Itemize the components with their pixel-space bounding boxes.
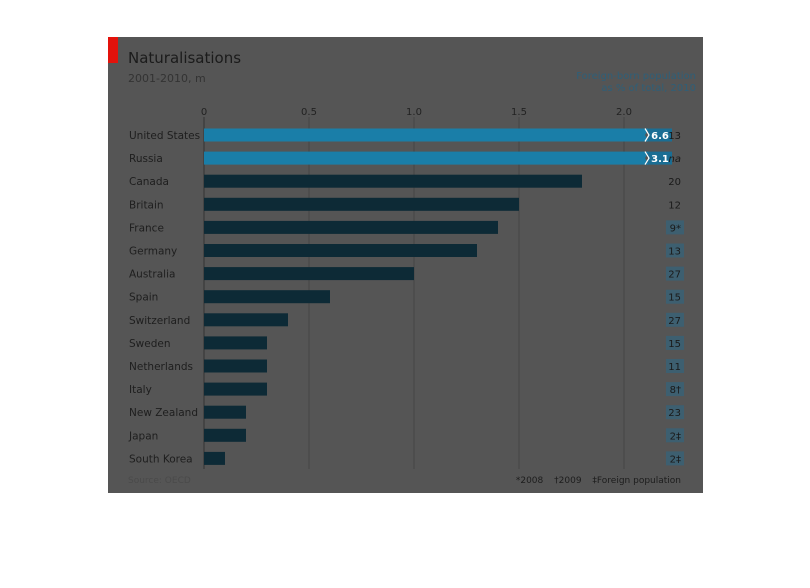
secondary-cell-value: 20 xyxy=(668,177,681,188)
secondary-cell-value: na xyxy=(669,154,681,165)
value-label-box xyxy=(648,151,672,165)
secondary-cell-value: 27 xyxy=(668,316,681,327)
secondary-cell-value: 15 xyxy=(668,293,681,304)
bar xyxy=(204,174,582,188)
bar-break xyxy=(644,151,649,165)
secondary-cell-value: 12 xyxy=(668,200,681,211)
break-marker xyxy=(644,151,650,165)
secondary-cell-box xyxy=(666,266,684,281)
chart-title: Naturalisations xyxy=(128,49,242,67)
category-label: Britain xyxy=(129,199,164,211)
secondary-cell-value: 2‡ xyxy=(670,431,681,442)
secondary-cell-box xyxy=(666,451,684,466)
secondary-header-line-1: Foreign-born population xyxy=(576,71,696,82)
bar xyxy=(204,197,519,211)
bar xyxy=(204,290,330,304)
footnote-2008: *2008 xyxy=(515,476,544,486)
footnote-2009: †2009 xyxy=(554,476,582,486)
bar xyxy=(204,220,498,234)
category-label: France xyxy=(129,222,164,234)
brand-red-mark xyxy=(108,37,118,63)
secondary-cell-box xyxy=(666,405,684,420)
bar xyxy=(204,336,267,350)
category-label: United States xyxy=(129,130,200,142)
x-tick-label: 0.5 xyxy=(301,107,317,118)
bar xyxy=(204,151,644,165)
chart-subtitle: 2001-2010, m xyxy=(128,72,206,85)
value-label: 6.6 xyxy=(651,131,669,142)
secondary-cell-value: 23 xyxy=(668,408,681,419)
bar xyxy=(204,428,246,442)
category-label: Netherlands xyxy=(129,361,193,373)
bar xyxy=(204,128,644,142)
x-tick-label: 2.0 xyxy=(616,107,632,118)
category-label: Australia xyxy=(129,269,175,281)
secondary-column-header: Foreign-born population as % of total, 2… xyxy=(550,71,696,95)
secondary-cell-value: 9* xyxy=(670,223,681,234)
secondary-cell-value: 13 xyxy=(668,247,681,258)
category-label: New Zealand xyxy=(129,407,198,419)
secondary-cell-box xyxy=(666,428,684,443)
bar xyxy=(204,359,267,373)
category-label: Russia xyxy=(129,153,163,165)
secondary-cell-box xyxy=(666,335,684,350)
secondary-cell-box xyxy=(666,289,684,304)
category-label: Japan xyxy=(128,430,158,442)
x-tick-label: 1.0 xyxy=(406,107,422,118)
footnote-foreign-population: ‡Foreign population xyxy=(592,476,681,486)
footnotes: *2008 †2009 ‡Foreign population xyxy=(508,476,681,486)
chart-panel: 0 0.5 1.0 1.5 2.0 United States 6.6 13 Russia 3.1… xyxy=(108,37,703,493)
bar xyxy=(204,267,414,281)
secondary-header-line-2: as % of total, 2010 xyxy=(601,83,696,94)
source-note: Source: OECD xyxy=(128,476,191,486)
bar xyxy=(204,382,267,396)
bar xyxy=(204,313,288,327)
bar xyxy=(204,451,225,465)
category-label: Canada xyxy=(129,176,169,188)
break-marker xyxy=(644,128,650,142)
value-label-box xyxy=(648,128,672,142)
secondary-cell-value: 27 xyxy=(668,270,681,281)
secondary-cell-value: 13 xyxy=(668,131,681,142)
secondary-cell-value: 15 xyxy=(668,339,681,350)
secondary-cell-box xyxy=(666,359,684,373)
x-tick-label: 0 xyxy=(201,107,207,118)
category-label: Germany xyxy=(129,246,177,258)
bar-break xyxy=(644,128,649,142)
category-label: Sweden xyxy=(129,338,171,350)
bar xyxy=(204,405,246,419)
secondary-cell-value: 2‡ xyxy=(670,454,681,465)
secondary-cell-box xyxy=(666,220,684,235)
category-label: Italy xyxy=(129,384,152,396)
secondary-cell-box xyxy=(666,243,684,258)
secondary-cell-value: 8† xyxy=(670,385,681,396)
category-label: Switzerland xyxy=(129,315,190,327)
secondary-cell-box xyxy=(666,382,684,397)
value-label: 3.1 xyxy=(651,154,669,165)
secondary-cell-value: 11 xyxy=(668,362,681,373)
category-label: South Korea xyxy=(129,453,193,465)
category-label: Spain xyxy=(129,292,158,304)
bar xyxy=(204,244,477,257)
x-tick-label: 1.5 xyxy=(511,107,527,118)
secondary-cell-box xyxy=(666,312,684,327)
